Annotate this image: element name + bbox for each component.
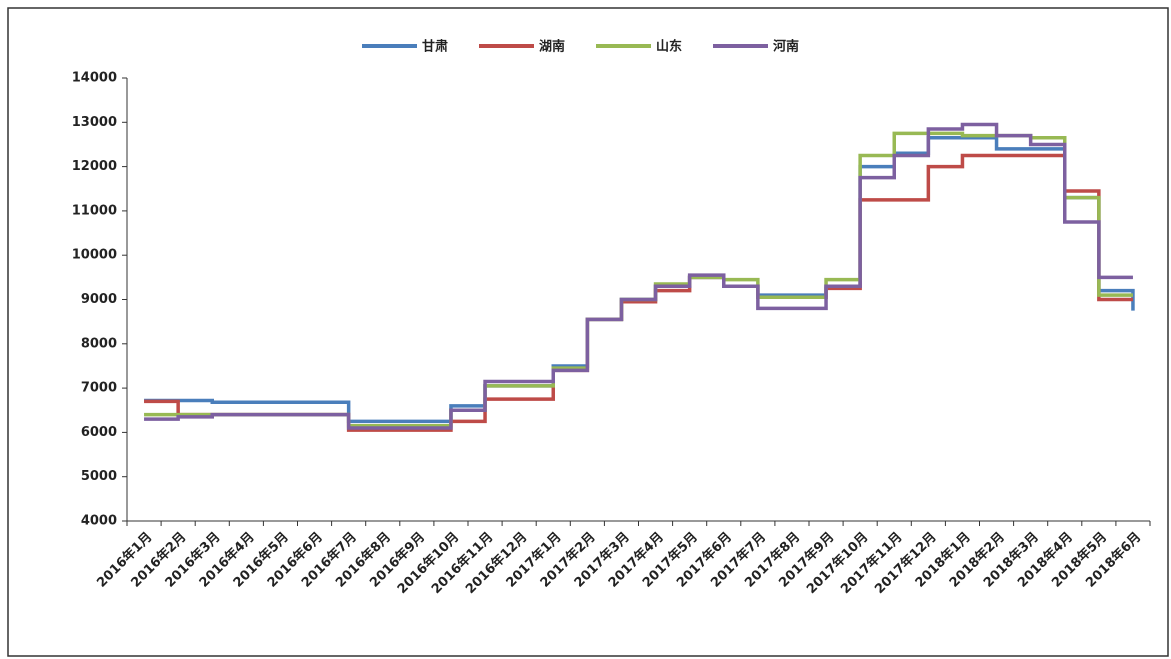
y-tick-label: 4000 (81, 514, 117, 529)
y-tick-label: 5000 (81, 469, 117, 484)
y-tick-label: 7000 (81, 381, 117, 396)
y-tick-label: 14000 (72, 71, 117, 86)
y-tick-label: 12000 (72, 159, 117, 174)
series-line (144, 122, 1133, 430)
y-tick-label: 6000 (81, 425, 117, 440)
legend-label: 湖南 (539, 39, 565, 55)
y-tick-label: 8000 (81, 336, 117, 351)
y-tick-label: 13000 (72, 115, 117, 130)
y-tick-label: 11000 (72, 203, 117, 218)
legend-label: 甘肃 (422, 39, 448, 55)
y-tick-label: 10000 (72, 248, 117, 263)
legend-label: 河南 (773, 39, 799, 55)
y-tick-label: 9000 (81, 292, 117, 307)
legend-label: 山东 (656, 39, 682, 55)
